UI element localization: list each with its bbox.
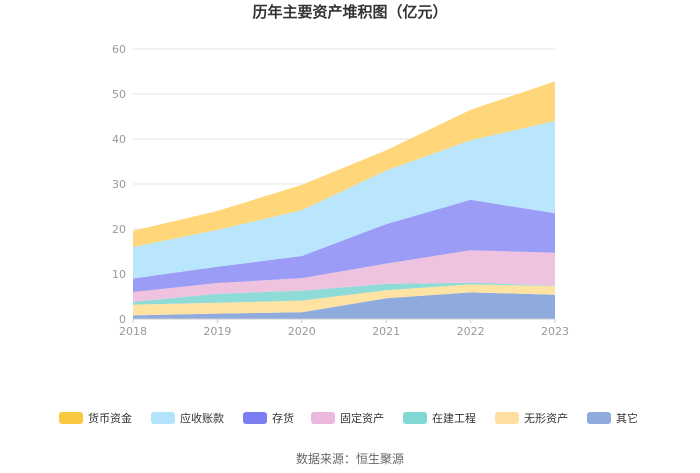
area-series-6 — [133, 81, 555, 248]
area-series — [133, 81, 555, 319]
legend-item[interactable]: 其它 — [587, 411, 638, 425]
legend: 货币资金 应收账款 存货 固定资产 在建工程 无形资产 其它 — [59, 411, 638, 425]
area-series-3 — [133, 250, 555, 302]
legend-swatch — [495, 412, 519, 424]
legend-item[interactable]: 货币资金 — [59, 411, 132, 425]
area-series-5 — [133, 121, 555, 279]
legend-label: 无形资产 — [524, 411, 568, 425]
data-source-note: 数据来源：恒生聚源 — [296, 451, 404, 466]
chart-title: 历年主要资产堆积图（亿元） — [252, 3, 447, 21]
legend-swatch — [587, 412, 611, 424]
legend-item[interactable]: 在建工程 — [403, 411, 476, 425]
legend-item[interactable]: 无形资产 — [495, 411, 568, 425]
y-tick-label: 20 — [112, 223, 126, 236]
legend-label: 货币资金 — [88, 411, 132, 425]
x-tick-label: 2018 — [119, 325, 147, 338]
y-tick-label: 30 — [112, 178, 126, 191]
legend-item[interactable]: 应收账款 — [151, 411, 224, 425]
x-tick-label: 2020 — [288, 325, 316, 338]
y-tick-label: 60 — [112, 43, 126, 56]
y-tick-label: 0 — [119, 313, 126, 326]
legend-swatch — [311, 412, 335, 424]
x-tick-label: 2021 — [372, 325, 400, 338]
legend-label: 其它 — [616, 411, 638, 425]
legend-swatch — [59, 412, 83, 424]
legend-item[interactable]: 固定资产 — [311, 411, 384, 425]
y-tick-label: 50 — [112, 88, 126, 101]
area-series-1 — [133, 284, 555, 316]
area-series-0 — [133, 292, 555, 319]
area-series-4 — [133, 199, 555, 292]
legend-swatch — [151, 412, 175, 424]
x-tick-label: 2022 — [457, 325, 485, 338]
legend-label: 存货 — [272, 411, 294, 425]
legend-swatch — [403, 412, 427, 424]
legend-label: 在建工程 — [432, 411, 476, 425]
legend-label: 应收账款 — [180, 411, 224, 425]
legend-label: 固定资产 — [340, 411, 384, 425]
area-series-2 — [133, 282, 555, 305]
legend-item[interactable]: 存货 — [243, 411, 294, 425]
y-tick-label: 10 — [112, 268, 126, 281]
x-tick-label: 2019 — [203, 325, 231, 338]
y-tick-label: 40 — [112, 133, 126, 146]
axes: 0 10 20 30 40 50 60 2018 2019 2020 2021 2022 2023 — [112, 43, 569, 338]
legend-swatch — [243, 412, 267, 424]
x-tick-label: 2023 — [541, 325, 569, 338]
